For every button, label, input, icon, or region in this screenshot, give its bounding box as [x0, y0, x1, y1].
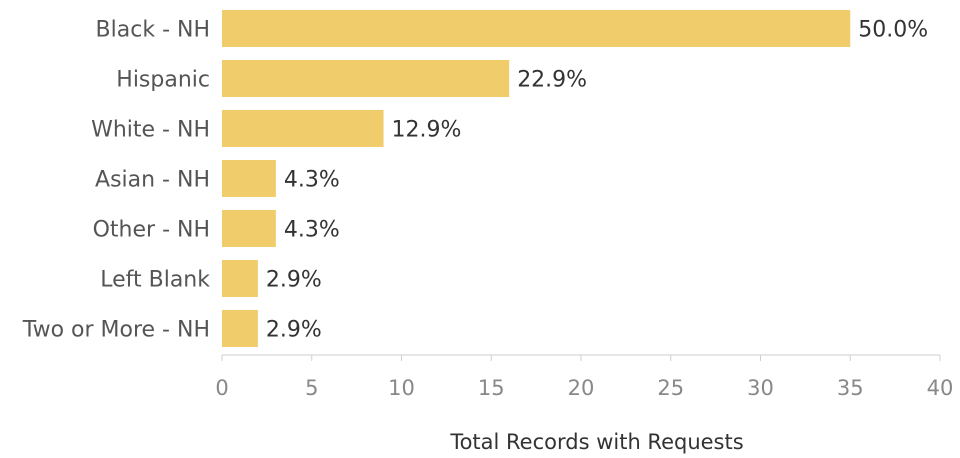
x-tick-label: 30 [747, 376, 774, 400]
bar [222, 260, 258, 297]
bars-layer [222, 10, 851, 347]
x-tick-label: 35 [837, 376, 864, 400]
x-tick-label: 40 [927, 376, 954, 400]
category-label: Two or More - NH [22, 318, 210, 343]
bar [222, 10, 851, 47]
category-label: Left Blank [100, 268, 210, 293]
bar [222, 310, 258, 347]
x-tick-label: 5 [305, 376, 318, 400]
x-tick-label: 0 [215, 376, 228, 400]
x-axis-ticks: 0 5 10 15 20 25 30 35 40 [215, 355, 953, 400]
category-label: Hispanic [116, 68, 210, 93]
x-tick-label: 20 [568, 376, 595, 400]
data-label: 12.9% [392, 118, 462, 143]
data-label: 4.3% [284, 218, 340, 243]
bar [222, 210, 276, 247]
x-tick-label: 10 [388, 376, 415, 400]
x-axis-title: Total Records with Requests [449, 430, 743, 454]
data-label: 2.9% [266, 268, 322, 293]
data-label: 4.3% [284, 168, 340, 193]
bar [222, 110, 384, 147]
data-label: 50.0% [858, 18, 928, 43]
category-label: Asian - NH [95, 168, 210, 193]
x-tick-label: 15 [478, 376, 505, 400]
bar [222, 160, 276, 197]
x-tick-label: 25 [657, 376, 684, 400]
category-label: White - NH [91, 118, 210, 143]
category-label: Other - NH [93, 218, 210, 243]
data-labels: 50.0% 22.9% 12.9% 4.3% 4.3% 2.9% 2.9% [266, 18, 928, 343]
category-label: Black - NH [96, 18, 210, 43]
data-label: 22.9% [517, 68, 587, 93]
bar [222, 60, 510, 97]
category-labels: Black - NH Hispanic White - NH Asian - NH Ot… [22, 18, 210, 343]
data-label: 2.9% [266, 318, 322, 343]
